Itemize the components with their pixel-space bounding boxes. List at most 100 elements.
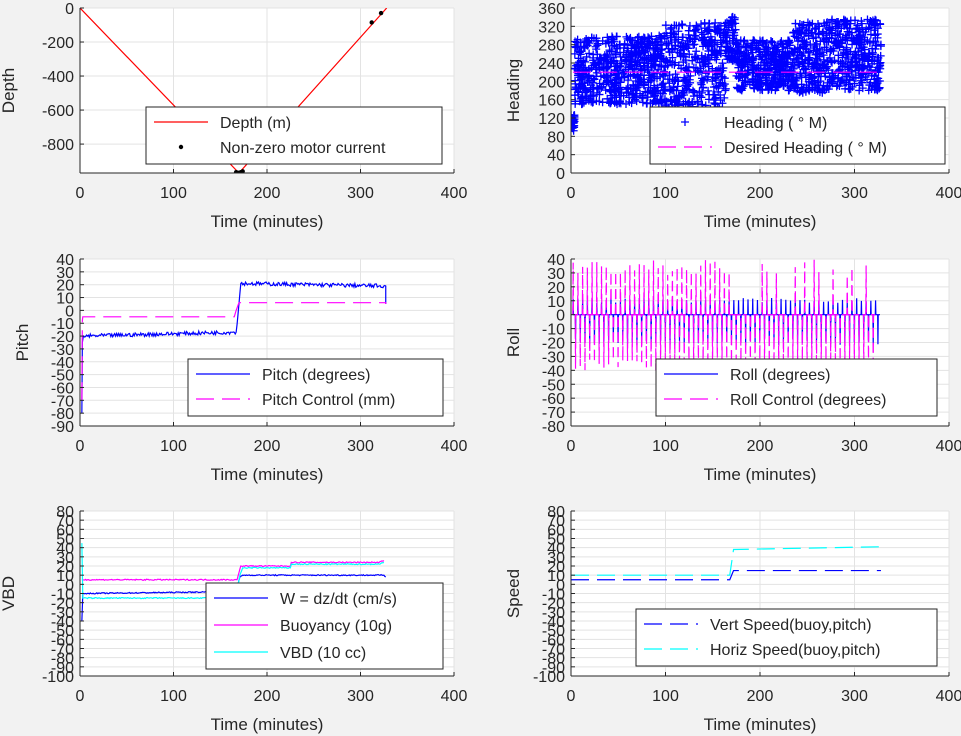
x-axis-label: Time (minutes)	[704, 715, 817, 734]
heading-point	[828, 69, 837, 78]
chart-vbd: 0 100 200 300 40080706050403020100-10-20-30-…	[0, 504, 467, 734]
heading-point	[599, 53, 608, 62]
heading-point	[708, 46, 717, 55]
heading-point	[870, 75, 879, 84]
heading-point	[588, 91, 597, 100]
heading-point	[669, 28, 678, 37]
heading-point	[733, 45, 742, 54]
heading-point	[699, 83, 708, 92]
x-tick-label: 200	[747, 688, 774, 705]
y-tick-label: -80	[542, 651, 565, 668]
y-tick-label: 10	[56, 568, 74, 585]
y-tick-label: 0	[65, 303, 74, 320]
heading-point	[866, 30, 875, 39]
heading-point	[665, 71, 674, 80]
series-heading-0	[571, 12, 885, 135]
heading-point	[768, 37, 777, 46]
y-tick-label: -70	[51, 642, 74, 659]
y-tick-label: -600	[42, 103, 74, 120]
heading-point	[728, 26, 737, 35]
y-tick-label: -80	[51, 651, 74, 668]
heading-point	[793, 37, 802, 46]
y-tick-label: 40	[56, 541, 74, 558]
heading-point	[842, 78, 851, 87]
y-tick-label: 40	[547, 148, 565, 165]
x-tick-label: 100	[160, 438, 187, 455]
heading-point	[589, 74, 598, 83]
legend-label: Roll Control (degrees)	[730, 392, 887, 409]
heading-point	[796, 29, 805, 38]
heading-point	[876, 51, 885, 60]
heading-point	[811, 25, 820, 34]
y-tick-label: 30	[56, 550, 74, 567]
series-depth-0	[80, 8, 388, 173]
heading-point	[692, 47, 701, 56]
heading-point	[875, 62, 884, 71]
legend-item: Roll (degrees)	[664, 367, 830, 384]
heading-point	[638, 56, 647, 65]
heading-point	[594, 39, 603, 48]
x-tick-label: 400	[936, 185, 961, 202]
heading-point	[592, 45, 601, 54]
legend-item: Desired Heading ( ° M)	[658, 140, 887, 157]
heading-point	[873, 86, 882, 95]
legend-label: Horiz Speed(buoy,pitch)	[710, 642, 880, 659]
heading-point	[798, 88, 807, 97]
heading-point	[871, 16, 880, 25]
heading-point	[785, 38, 794, 47]
heading-point	[759, 58, 768, 67]
y-tick-label: 0	[556, 166, 565, 183]
heading-point	[585, 49, 594, 58]
heading-point	[861, 51, 870, 60]
heading-point	[680, 75, 689, 84]
y-tick-label: 40	[56, 252, 74, 269]
heading-point	[699, 30, 708, 39]
heading-point	[862, 69, 871, 78]
x-tick-label: 300	[841, 185, 868, 202]
motor-current-point	[369, 20, 374, 25]
x-tick-label: 0	[567, 438, 576, 455]
legend-label: VBD (10 cc)	[280, 645, 366, 662]
y-tick-label: 360	[538, 1, 565, 18]
heading-point	[661, 21, 670, 30]
heading-point	[783, 44, 792, 53]
heading-point	[762, 70, 771, 79]
legend-label: Depth (m)	[220, 115, 291, 132]
heading-point	[675, 21, 684, 30]
heading-point	[818, 60, 827, 69]
heading-point	[739, 37, 748, 46]
heading-point	[645, 71, 654, 80]
series-speed-0	[571, 569, 881, 581]
heading-point	[692, 22, 701, 31]
heading-point	[616, 96, 625, 105]
x-tick-label: 100	[652, 438, 679, 455]
x-tick-label: 400	[441, 438, 468, 455]
heading-point	[627, 51, 636, 60]
heading-point	[874, 74, 883, 83]
y-tick-label: -20	[51, 596, 74, 613]
y-tick-label: 30	[547, 266, 565, 283]
x-tick-label: 300	[347, 438, 374, 455]
y-tick-label: -80	[51, 406, 74, 423]
legend-label: Non-zero motor current	[220, 140, 386, 157]
y-tick-label: 160	[538, 93, 565, 110]
heading-point	[755, 76, 764, 85]
heading-point	[815, 22, 824, 31]
heading-point	[730, 15, 739, 24]
heading-point	[705, 41, 714, 50]
y-tick-label: -40	[542, 363, 565, 380]
heading-point	[855, 32, 864, 41]
heading-point	[695, 58, 704, 67]
heading-point	[682, 84, 691, 93]
heading-point	[674, 61, 683, 70]
heading-point	[637, 93, 646, 102]
y-tick-label: -100	[42, 669, 74, 686]
heading-point	[726, 52, 735, 61]
y-tick-label: 20	[56, 278, 74, 295]
heading-point	[577, 79, 586, 88]
heading-point	[873, 30, 882, 39]
heading-point	[571, 97, 580, 106]
heading-point	[643, 63, 652, 72]
heading-point	[726, 45, 735, 54]
heading-point	[577, 58, 586, 67]
